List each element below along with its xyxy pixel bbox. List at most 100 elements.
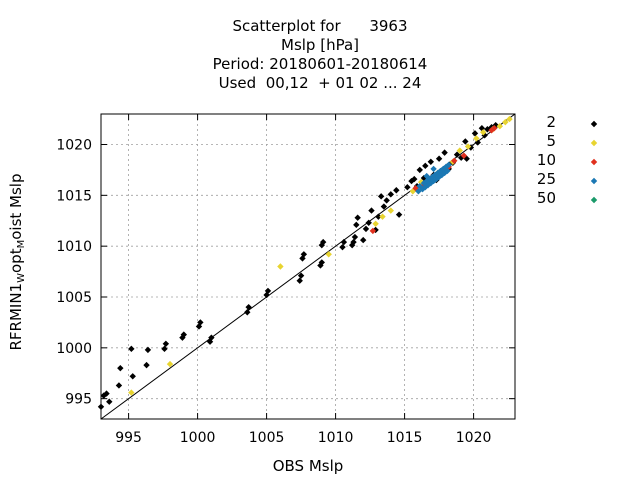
data-point-series-25 [415,188,422,195]
data-point-series-2 [143,361,150,369]
data-point-series-2 [103,390,110,397]
legend-label-50: 50 [536,189,556,207]
data-point-series-2 [117,364,124,372]
data-point-series-5 [387,207,394,214]
plot-frame [100,113,516,420]
data-point-series-5 [502,118,509,126]
data-point-series-5 [464,143,472,150]
axis-ticks: 995 1000 1005 1010 1015 1020 995 1000 1005 1010 10… [56,114,515,446]
data-point-series-2 [161,345,168,353]
data-point-series-2 [365,219,372,226]
y-tick-label: 1005 [56,290,92,306]
y-tick-label: 1020 [56,138,92,154]
x-tick-label: 1005 [249,430,285,446]
data-point-series-2 [411,175,418,183]
data-point-series-25 [444,167,451,175]
data-point-series-25 [442,163,450,171]
data-point-series-2 [435,155,443,162]
data-point-series-2 [300,251,308,258]
data-point-series-2 [368,207,375,214]
y-axis-label: RFRMIN1WoptMoist Mslp [7,173,27,351]
data-point-series-5 [372,220,379,227]
legend-markers [590,120,598,204]
data-point-series-2 [106,398,113,405]
data-point-series-2 [180,331,187,338]
x-tick-label: 1000 [180,430,216,446]
y-tick-label: 1015 [56,188,92,204]
data-point-series-2 [360,236,367,244]
data-point-series-2 [463,155,470,162]
data-point-series-2 [375,213,382,220]
data-point-series-25 [423,172,430,180]
y-tick-label: 1000 [56,341,92,357]
data-point-series-2 [393,187,400,194]
data-point-series-2 [144,346,152,354]
data-point-series-5 [379,213,386,220]
data-point-series-2 [115,382,123,389]
x-tick-label: 1020 [456,430,492,446]
data-point-series-10 [451,157,458,164]
data-point-series-2 [383,197,390,204]
data-point-series-2 [351,233,359,241]
data-point-series-25 [445,161,452,169]
data-point-series-2 [453,151,461,158]
data-point-series-2 [339,243,346,251]
legend-marker-10 [590,158,598,166]
legend-marker-25 [590,177,598,185]
data-point-series-2 [395,211,403,218]
legend-label-10: 10 [536,151,556,169]
data-point-series-2 [427,158,435,165]
data-point-series-10 [460,152,468,159]
data-point-series-25 [438,171,446,179]
data-point-series-2 [162,340,170,347]
data-point-series-2 [318,259,325,266]
data-point-series-2 [245,303,252,311]
legend-marker-5 [590,139,598,147]
data-point-series-2 [129,373,136,380]
data-point-series-5 [456,147,463,154]
data-point-series-25 [431,171,439,179]
data-point-series-2 [264,287,272,295]
data-points [97,115,513,410]
data-point-series-5 [325,251,332,258]
legend-marker-50 [590,196,598,204]
data-point-series-5 [496,123,504,130]
chart-title-line-4: Used 00,12 + 01 02 ... 24 [218,74,422,92]
data-point-series-2 [353,221,360,229]
y-tick-label: 995 [65,392,92,408]
chart-title-line-1: Scatterplot for 3963 [232,17,408,35]
x-axis-label: OBS Mslp [272,457,344,475]
data-point-series-2 [296,277,303,284]
chart-title-line-2: Mslp [hPa] [281,36,359,54]
data-point-series-25 [430,165,437,173]
data-point-series-5 [480,129,487,136]
data-point-series-2 [362,225,370,233]
data-point-series-2 [422,162,429,170]
data-point-series-2 [380,203,388,210]
x-tick-label: 1015 [387,430,423,446]
data-point-series-10 [369,227,377,235]
legend-label-5: 5 [546,132,556,150]
data-point-series-2 [404,184,411,191]
data-point-series-2 [377,193,385,200]
data-point-series-2 [244,309,251,316]
data-point-series-2 [297,272,305,279]
data-point-series-2 [340,238,348,246]
data-point-series-2 [416,166,423,174]
y-tick-label: 1010 [56,239,92,255]
data-point-series-2 [197,319,204,326]
x-tick-label: 995 [115,430,142,446]
data-point-series-2 [128,345,135,353]
data-point-series-5 [166,360,174,368]
data-point-series-5 [277,263,284,270]
data-point-series-2 [441,149,448,156]
data-point-series-2 [208,334,215,341]
legend-label-25: 25 [536,170,556,188]
data-point-series-5 [506,115,513,123]
data-point-series-5 [128,389,135,396]
data-point-series-2 [354,214,361,221]
data-point-series-2 [387,191,394,198]
grid-lines [101,114,515,419]
data-point-series-2 [350,238,357,246]
